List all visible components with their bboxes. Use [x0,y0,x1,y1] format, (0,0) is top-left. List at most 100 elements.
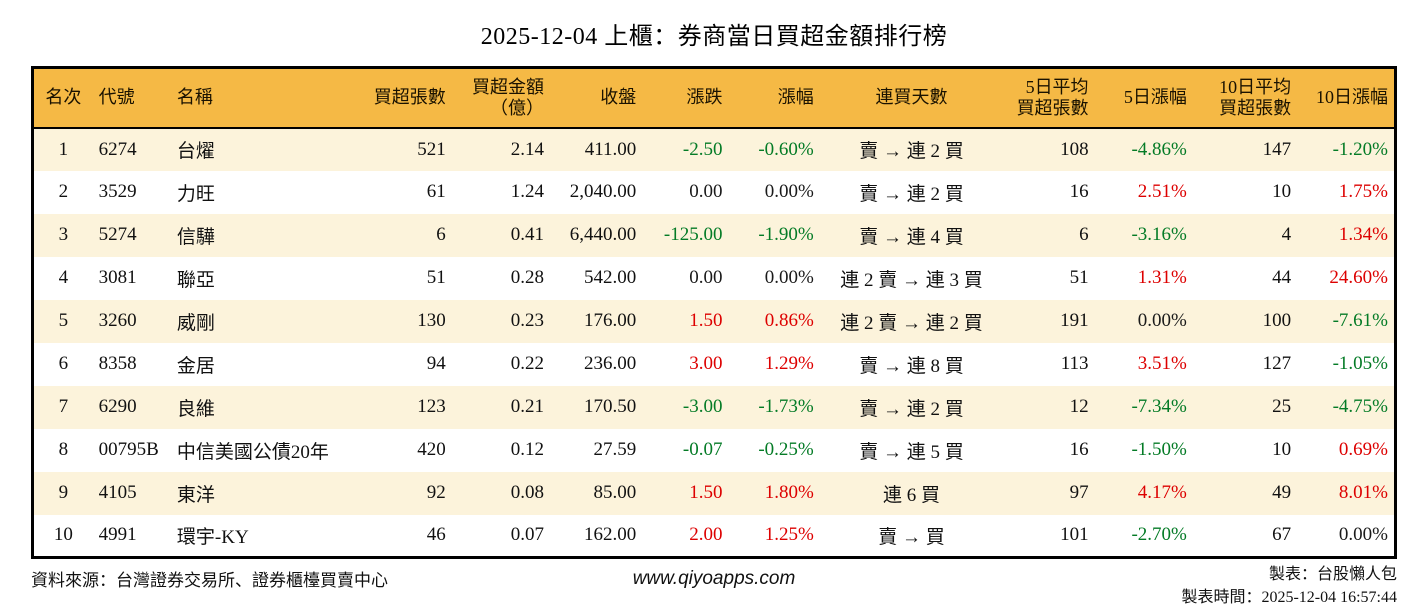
cell-avg5: 6 [1079,224,1089,245]
broker-buy-ranking-table: 名次 代號 名稱 買超張數 買超金額 （億） 收盤 漲跌 漲幅 連買天數 5日平均 買超張數 5日漲… [31,66,1397,559]
table-row: 5 3260 威剛 130 0.23 176.00 1.50 0.86% 連 2 賣 → 連 2… [32,299,1396,343]
cell-change: 0.00 [689,181,723,202]
cell-pct5: 4.17% [1137,482,1187,503]
cell-amount: 0.28 [510,267,544,288]
cell-shares: 94 [426,353,446,374]
table-row: 6 8358 金居 94 0.22 236.00 3.00 1.29% 賣 → 連 8 買 113… [32,342,1396,386]
cell-code: 3260 [98,310,137,331]
cell-pct10: -1.05% [1332,353,1388,374]
cell-shares: 420 [417,439,446,460]
cell-change_pct: -0.25% [758,439,814,460]
cell-shares: 51 [426,267,446,288]
generated-time: 製表時間：2025-12-04 16:57:44 [1181,589,1397,607]
cell-streak: 賣 → 買 [878,526,945,548]
cell-shares: 92 [426,482,446,503]
cell-avg10: 49 [1272,482,1292,503]
cell-close: 27.59 [593,439,637,460]
cell-amount: 0.22 [510,353,544,374]
table-row: 9 4105 東洋 92 0.08 85.00 1.50 1.80% 連 6 買 97 4.17% 4… [32,471,1396,515]
cell-change_pct: -1.90% [758,224,814,245]
cell-name: 中信美國公債20年 [176,441,329,463]
cell-code: 4105 [98,482,137,503]
cell-close: 162.00 [584,524,637,546]
cell-pct10: 1.75% [1338,181,1388,202]
cell-change: 2.00 [689,524,723,546]
cell-pct5: 0.00% [1137,310,1187,331]
cell-change_pct: 1.80% [764,482,814,503]
cell-shares: 46 [426,524,446,546]
cell-change: 3.00 [689,353,723,374]
table-header: 名次 代號 名稱 買超張數 買超金額 （億） 收盤 漲跌 漲幅 連買天數 5日平均 買超張數 5日漲… [32,67,1396,128]
col-header-shares: 買超張數 [373,87,446,108]
cell-streak: 賣 → 連 2 買 [859,141,964,162]
table-row: 1 6274 台燿 521 2.14 411.00 -2.50 -0.60% 賣 → 連 2 買… [32,127,1396,171]
cell-close: 170.50 [584,396,637,417]
table-row: 4 3081 聯亞 51 0.28 542.00 0.00 0.00% 連 2 賣 → 連 3 … [32,256,1396,300]
cell-avg5: 191 [1060,310,1089,331]
creator-note: 製表：台股懶人包 [1268,566,1397,583]
cell-streak: 賣 → 連 8 買 [859,355,964,377]
cell-streak: 連 6 買 [883,484,941,506]
col-header-change: 漲跌 [686,87,723,108]
cell-pct10: 24.60% [1329,267,1388,288]
cell-change: -125.00 [663,224,723,245]
table-row: 3 5274 信驊 6 0.41 6,440.00 -125.00 -1.90% 賣 → 連 4… [32,213,1396,257]
cell-pct5: -4.86% [1131,138,1187,160]
cell-close: 542.00 [584,267,637,288]
cell-change_pct: 0.00% [764,267,814,288]
cell-amount: 2.14 [510,138,544,160]
cell-name: 台燿 [176,141,215,162]
cell-avg10: 147 [1262,138,1292,160]
cell-streak: 賣 → 連 5 買 [859,441,964,463]
cell-change: -0.07 [682,439,723,460]
cell-code: 6274 [98,138,137,160]
col-header-close: 收盤 [600,87,637,108]
cell-pct5: 2.51% [1137,181,1187,202]
cell-change_pct: -1.73% [758,396,814,417]
cell-avg5: 12 [1069,396,1089,417]
cell-rank: 4 [58,267,69,288]
cell-pct5: -3.16% [1131,224,1187,245]
cell-close: 85.00 [593,482,637,503]
cell-pct10: 0.69% [1338,439,1388,460]
cell-streak: 賣 → 連 2 買 [859,183,964,205]
page-title: 2025-12-04 上櫃：券商當日買超金額排行榜 [480,24,948,50]
cell-pct5: 3.51% [1137,353,1187,374]
cell-name: 信驊 [176,226,215,248]
cell-streak: 賣 → 連 4 買 [859,226,964,248]
cell-code: 4991 [98,524,137,546]
cell-close: 6,440.00 [569,224,637,245]
cell-rank: 7 [58,396,69,417]
cell-shares: 521 [417,138,446,160]
cell-name: 環宇-KY [176,526,249,548]
cell-avg5: 108 [1060,138,1089,160]
cell-avg5: 101 [1060,524,1089,546]
cell-pct10: -7.61% [1332,310,1388,331]
table-body: 1 6274 台燿 521 2.14 411.00 -2.50 -0.60% 賣 → 連 2 買… [32,127,1396,558]
col-header-avg5: 5日平均 買超張數 [1016,76,1089,118]
cell-rank: 5 [58,310,69,331]
col-header-name: 名稱 [176,87,213,108]
cell-avg10: 100 [1262,310,1292,331]
cell-pct10: 1.34% [1338,224,1388,245]
cell-code: 6290 [98,396,137,417]
cell-streak: 連 2 賣 → 連 2 買 [840,312,983,334]
cell-close: 236.00 [584,353,637,374]
cell-name: 威剛 [176,312,215,334]
cell-pct5: -7.34% [1131,396,1187,417]
cell-pct10: -1.20% [1332,138,1388,160]
table-row: 7 6290 良維 123 0.21 170.50 -3.00 -1.73% 賣 → 連 2 買… [32,385,1396,429]
cell-code: 00795B [98,439,159,460]
header-row: 名次 代號 名稱 買超張數 買超金額 （億） 收盤 漲跌 漲幅 連買天數 5日平均 買超張數 5日漲… [32,67,1396,128]
cell-name: 東洋 [176,484,215,506]
cell-close: 411.00 [584,138,637,160]
cell-rank: 8 [58,439,69,460]
cell-name: 金居 [176,355,215,377]
col-header-rank: 名次 [45,87,82,108]
cell-change_pct: -0.60% [758,138,814,160]
cell-avg10: 4 [1281,224,1292,245]
cell-amount: 1.24 [510,181,544,202]
cell-avg5: 16 [1069,439,1089,460]
cell-avg10: 10 [1272,181,1292,202]
